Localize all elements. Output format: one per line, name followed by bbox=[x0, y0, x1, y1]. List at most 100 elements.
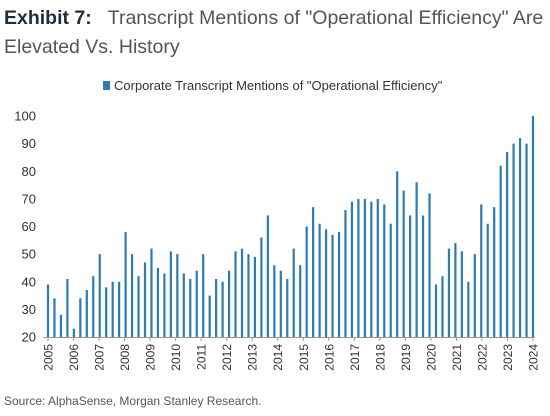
x-tick-label: 2007 bbox=[93, 344, 107, 371]
legend-swatch bbox=[103, 81, 110, 90]
bar bbox=[202, 254, 205, 338]
chart-title: Exhibit 7: Transcript Mentions of "Operat… bbox=[4, 4, 544, 62]
bar bbox=[221, 281, 224, 337]
bar bbox=[441, 276, 444, 337]
bar bbox=[389, 223, 392, 337]
bar bbox=[434, 284, 438, 337]
bar bbox=[208, 295, 211, 337]
bar bbox=[240, 248, 244, 337]
x-tick-label: 2012 bbox=[220, 344, 234, 371]
bar bbox=[383, 204, 386, 337]
bar bbox=[318, 223, 321, 337]
bar bbox=[415, 182, 418, 337]
bar bbox=[253, 256, 257, 337]
title-text: Transcript Mentions of "Operational Effi… bbox=[4, 7, 544, 58]
bar bbox=[363, 198, 366, 338]
bar bbox=[480, 204, 483, 337]
bar bbox=[467, 281, 470, 337]
bar bbox=[518, 138, 522, 337]
y-tick-label: 90 bbox=[22, 136, 36, 151]
x-tick-label: 2011 bbox=[195, 344, 209, 370]
bar bbox=[499, 165, 502, 337]
y-tick-label: 20 bbox=[22, 330, 36, 345]
x-tick-label: 2016 bbox=[322, 344, 336, 371]
bar bbox=[215, 278, 218, 337]
legend: Corporate Transcript Mentions of "Operat… bbox=[103, 78, 443, 93]
bar bbox=[512, 143, 515, 338]
x-tick-label: 2019 bbox=[399, 344, 413, 371]
y-tick-label: 30 bbox=[22, 302, 36, 317]
x-tick-label: 2005 bbox=[42, 344, 56, 371]
bar bbox=[72, 328, 75, 337]
bar bbox=[182, 273, 185, 337]
bar bbox=[312, 207, 315, 337]
exhibit-label: Exhibit 7: bbox=[4, 7, 92, 29]
y-tick-label: 100 bbox=[14, 109, 36, 124]
y-tick-label: 60 bbox=[22, 219, 36, 234]
x-tick-label: 2014 bbox=[271, 344, 285, 371]
x-tick-label: 2018 bbox=[373, 344, 387, 371]
bar bbox=[260, 237, 263, 337]
bar bbox=[286, 278, 289, 337]
x-tick-label: 2015 bbox=[297, 344, 311, 371]
bar bbox=[396, 171, 399, 337]
bar bbox=[506, 151, 509, 337]
y-axis: 20 30 40 50 60 70 80 90 100 bbox=[14, 109, 36, 345]
bar bbox=[370, 201, 373, 337]
bar bbox=[247, 254, 250, 338]
bar bbox=[266, 215, 269, 337]
x-tick-label: 2009 bbox=[144, 344, 158, 371]
y-tick-label: 80 bbox=[22, 164, 36, 179]
bar bbox=[428, 193, 431, 337]
bar bbox=[111, 281, 114, 337]
x-tick-label: 2022 bbox=[475, 344, 489, 371]
bar bbox=[234, 251, 237, 337]
x-tick-label: 2017 bbox=[348, 344, 362, 371]
y-tick-label: 70 bbox=[22, 191, 36, 206]
x-tick-label: 2010 bbox=[169, 344, 183, 371]
bar bbox=[150, 248, 153, 337]
bar bbox=[421, 215, 425, 337]
bar bbox=[66, 278, 69, 337]
bar bbox=[447, 248, 451, 337]
bar bbox=[124, 232, 127, 337]
x-tick-label: 2024 bbox=[527, 344, 541, 371]
bar bbox=[531, 116, 535, 337]
x-tick-label: 2023 bbox=[501, 344, 515, 371]
bar bbox=[85, 290, 88, 337]
bar bbox=[46, 284, 50, 337]
bar bbox=[331, 234, 334, 337]
y-tick-label: 50 bbox=[22, 247, 36, 262]
bar bbox=[156, 267, 160, 337]
bar bbox=[337, 232, 341, 337]
bar bbox=[486, 223, 489, 337]
bar bbox=[344, 209, 347, 337]
bar bbox=[279, 270, 282, 337]
bar bbox=[299, 265, 302, 337]
bar bbox=[92, 276, 95, 337]
x-tick-label: 2021 bbox=[450, 344, 464, 371]
legend-label: Corporate Transcript Mentions of "Operat… bbox=[114, 78, 443, 93]
x-tick-label: 2020 bbox=[424, 344, 438, 371]
source-note: Source: AlphaSense, Morgan Stanley Resea… bbox=[4, 394, 262, 408]
x-tick-label: 2006 bbox=[67, 344, 81, 371]
bar bbox=[525, 143, 528, 338]
x-tick-label: 2008 bbox=[118, 344, 132, 371]
bars bbox=[46, 116, 535, 338]
bar bbox=[493, 207, 496, 337]
bar bbox=[402, 190, 405, 337]
bar bbox=[130, 254, 134, 338]
x-axis: 2005 2006 2007 2008 2009 2010 2011 2012 2013 2014… bbox=[42, 337, 541, 371]
bar bbox=[169, 251, 172, 337]
y-tick-label: 40 bbox=[22, 274, 36, 289]
bar bbox=[460, 251, 463, 337]
bar bbox=[163, 273, 166, 337]
bar bbox=[350, 201, 354, 337]
bar bbox=[305, 226, 308, 337]
bar bbox=[143, 262, 147, 337]
bar bbox=[53, 298, 56, 337]
bar bbox=[376, 198, 379, 338]
bar bbox=[409, 215, 412, 337]
bar bbox=[79, 298, 82, 337]
